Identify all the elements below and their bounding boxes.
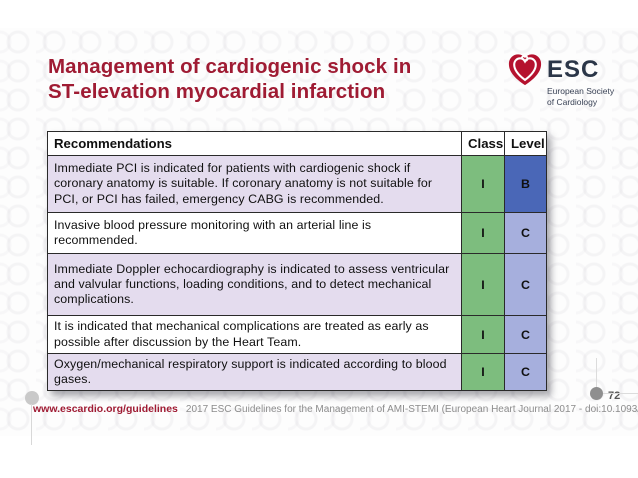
table-row: Invasive blood pressure monitoring with … bbox=[47, 212, 547, 254]
esc-logo-subtitle: European Society of Cardiology bbox=[547, 86, 615, 107]
table-row: Immediate PCI is indicated for patients … bbox=[47, 155, 547, 213]
decorative-line-right-horizontal bbox=[603, 393, 638, 394]
esc-logo-acronym: ESC bbox=[547, 56, 600, 83]
guidelines-link[interactable]: www.escardio.org/guidelines bbox=[33, 403, 178, 415]
slide-title-line2: ST-elevation myocardial infarction bbox=[48, 79, 386, 103]
recommendation-text: Immediate Doppler echocardiography is in… bbox=[47, 253, 462, 316]
class-cell: I bbox=[461, 212, 505, 254]
table-row: It is indicated that mechanical complica… bbox=[47, 315, 547, 354]
table-row: Immediate Doppler echocardiography is in… bbox=[47, 253, 547, 316]
level-cell: C bbox=[504, 253, 547, 316]
header-level: Level bbox=[504, 131, 547, 156]
level-cell: C bbox=[504, 212, 547, 254]
citation-text: 2017 ESC Guidelines for the Management o… bbox=[185, 404, 638, 415]
decorative-line-right-vertical bbox=[596, 358, 597, 388]
decorative-dot-right bbox=[590, 387, 603, 400]
table-row: Oxygen/mechanical respiratory support is… bbox=[47, 353, 547, 391]
slide-title-line1: Management of cardiogenic shock in bbox=[48, 55, 412, 78]
level-cell: B bbox=[504, 155, 547, 213]
header-recommendations: Recommendations bbox=[47, 131, 462, 156]
level-cell: C bbox=[504, 353, 547, 391]
level-cell: C bbox=[504, 315, 547, 354]
decorative-line-left bbox=[31, 404, 32, 445]
class-cell: I bbox=[461, 253, 505, 316]
recommendation-text: Oxygen/mechanical respiratory support is… bbox=[47, 353, 462, 391]
table-header-row: Recommendations Class Level bbox=[47, 131, 547, 156]
esc-heart-icon bbox=[506, 52, 544, 88]
class-cell: I bbox=[461, 353, 505, 391]
esc-logo: ESC European Society of Cardiology bbox=[506, 52, 626, 107]
slide-footer: www.escardio.org/guidelines 2017 ESC Guid… bbox=[33, 403, 638, 415]
recommendation-text: It is indicated that mechanical complica… bbox=[47, 315, 462, 354]
recommendation-text: Immediate PCI is indicated for patients … bbox=[47, 155, 462, 213]
class-cell: I bbox=[461, 155, 505, 213]
page-number: 72 bbox=[608, 390, 621, 402]
recommendation-text: Invasive blood pressure monitoring with … bbox=[47, 212, 462, 254]
class-cell: I bbox=[461, 315, 505, 354]
header-class: Class bbox=[461, 131, 505, 156]
decorative-dot-left bbox=[25, 391, 39, 405]
recommendations-table: Recommendations Class Level Immediate PC… bbox=[47, 131, 547, 391]
slide-title: Management of cardiogenic shock in ST-el… bbox=[48, 55, 488, 104]
